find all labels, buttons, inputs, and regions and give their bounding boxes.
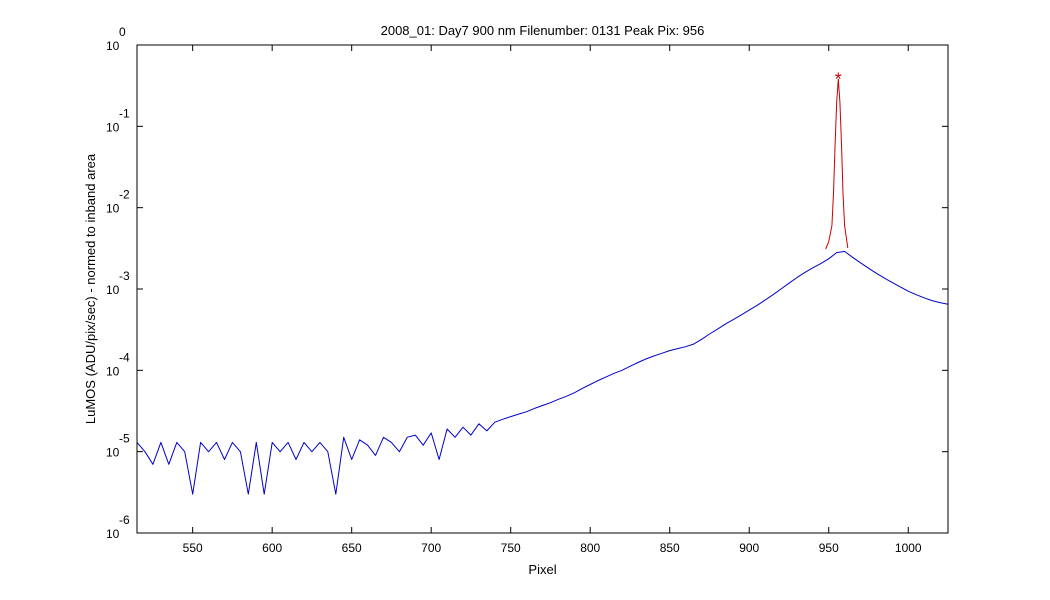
series-lines: * <box>136 70 949 495</box>
axis-ticks: 550 600 650 700 750 800 850 900 950 100010010-110… <box>106 25 948 555</box>
x-tick-label: 950 <box>819 541 839 555</box>
series-line-in-band <box>825 78 849 250</box>
y-tick-label-base: 10 <box>106 202 120 216</box>
y-tick-label-exponent: -1 <box>119 106 130 120</box>
chart-title: 2008_01: Day7 900 nm Filenumber: 0131 Pe… <box>381 23 705 38</box>
x-tick-label: 900 <box>739 541 759 555</box>
x-tick-label: 800 <box>580 541 600 555</box>
x-tick-label: 550 <box>183 541 203 555</box>
x-tick-label: 700 <box>421 541 441 555</box>
x-tick-label: 850 <box>660 541 680 555</box>
x-tick-label: 1000 <box>895 541 922 555</box>
x-axis-label: Pixel <box>528 562 556 577</box>
y-tick-label-exponent: 0 <box>119 25 126 39</box>
y-tick-label-exponent: -6 <box>119 513 130 527</box>
y-tick-label-exponent: -3 <box>119 269 130 283</box>
axes-box <box>136 44 949 534</box>
peak-marker: * <box>835 70 842 90</box>
x-tick-label: 650 <box>342 541 362 555</box>
y-tick-label-base: 10 <box>106 39 120 53</box>
series-line-out-of-band <box>136 250 949 495</box>
y-axis-label: LuMOS (ADU/pix/sec) - normed to inband a… <box>83 153 98 424</box>
x-tick-label: 600 <box>262 541 282 555</box>
y-tick-label-base: 10 <box>106 446 120 460</box>
y-tick-label-base: 10 <box>106 283 120 297</box>
plot-area <box>137 45 948 533</box>
y-tick-label-base: 10 <box>106 364 120 378</box>
y-tick-label-exponent: -4 <box>119 350 130 364</box>
x-tick-label: 750 <box>501 541 521 555</box>
y-tick-label-exponent: -5 <box>119 432 130 446</box>
y-tick-label-exponent: -2 <box>119 188 130 202</box>
y-tick-label-base: 10 <box>106 120 120 134</box>
y-tick-label-base: 10 <box>106 527 120 541</box>
